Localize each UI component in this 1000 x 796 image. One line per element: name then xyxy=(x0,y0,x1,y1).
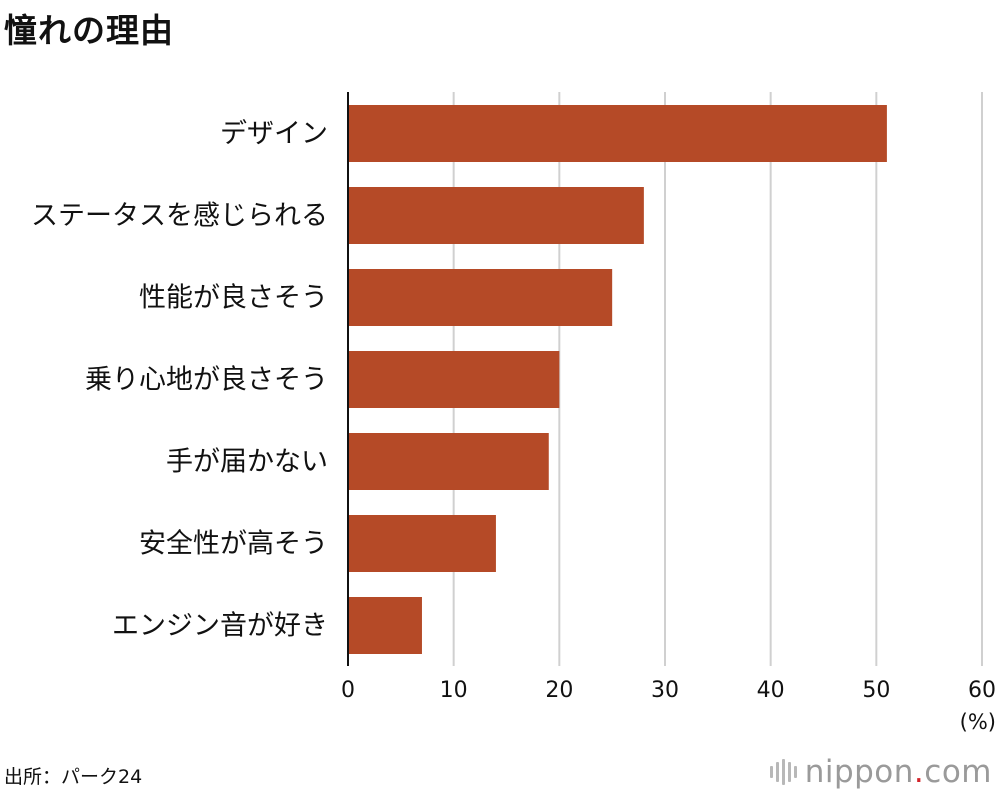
bar xyxy=(348,105,887,162)
chart-title: 憧れの理由 xyxy=(4,11,174,50)
bar xyxy=(348,351,560,408)
category-label: 乗り心地が良さそう xyxy=(85,365,328,396)
tick-label: 60 xyxy=(968,678,996,703)
category-label: エンジン音が好き xyxy=(112,611,328,642)
category-label: 性能が良さそう xyxy=(139,283,328,314)
tick-label: 0 xyxy=(341,678,355,703)
nippon-logo: nippon.com xyxy=(769,754,992,790)
category-label: ステータスを感じられる xyxy=(31,201,328,232)
tick-label: 50 xyxy=(862,678,890,703)
bar xyxy=(348,433,549,490)
source-note: 出所：パーク24 xyxy=(4,766,143,788)
logo-mark-icon xyxy=(769,759,797,785)
bar xyxy=(348,597,422,654)
tick-label: 30 xyxy=(651,678,679,703)
bar xyxy=(348,187,644,244)
bar xyxy=(348,269,613,326)
category-label: デザイン xyxy=(220,119,328,150)
logo-text: nippon.com xyxy=(804,754,992,790)
bar xyxy=(348,515,496,572)
category-label: 安全性が高そう xyxy=(139,529,328,560)
unit-label: (%) xyxy=(960,710,996,734)
category-label: 手が届かない xyxy=(166,447,328,478)
tick-label: 40 xyxy=(757,678,785,703)
tick-label: 10 xyxy=(440,678,468,703)
tick-label: 20 xyxy=(545,678,573,703)
